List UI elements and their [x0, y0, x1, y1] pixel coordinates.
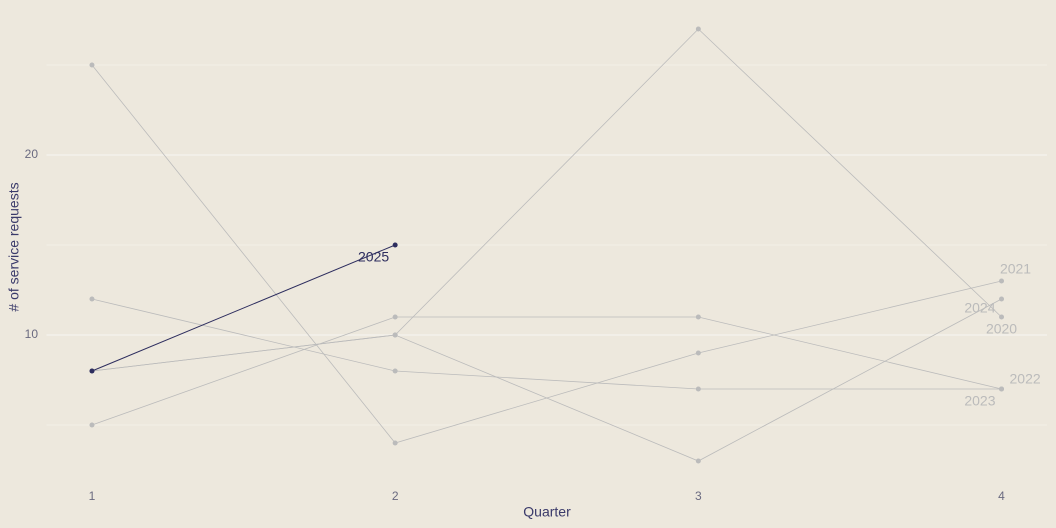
series-point — [999, 386, 1005, 392]
series-end-label: 2023 — [964, 393, 995, 409]
series-end-label: 2020 — [986, 321, 1017, 337]
y-axis-title: # of service requests — [6, 182, 22, 311]
series-end-label: 2025 — [358, 249, 389, 265]
x-tick-label: 3 — [695, 489, 702, 503]
series-point — [695, 314, 701, 320]
series-end-label: 2024 — [964, 300, 995, 316]
series-point — [392, 440, 398, 446]
series-point — [695, 386, 701, 392]
x-tick-label: 4 — [998, 489, 1005, 503]
x-axis-title: Quarter — [523, 504, 571, 520]
x-tick-label: 1 — [89, 489, 96, 503]
series-point — [392, 368, 398, 374]
series-line — [91, 28, 1002, 372]
y-tick-label: 10 — [25, 327, 39, 341]
series-point — [392, 242, 398, 248]
series-end-label: 2021 — [1000, 261, 1031, 277]
series-point — [89, 296, 95, 302]
series-point — [392, 314, 398, 320]
series-point — [695, 26, 701, 32]
series-point — [89, 62, 95, 68]
series-line — [91, 244, 396, 372]
series-line — [91, 316, 1002, 426]
series-line — [91, 298, 1002, 390]
series-line — [91, 64, 1002, 444]
series-point — [89, 368, 95, 374]
series-point — [695, 458, 701, 464]
series-end-label: 2022 — [1010, 371, 1041, 387]
y-tick-label: 20 — [25, 147, 39, 161]
series-point — [999, 278, 1005, 284]
series-point — [695, 350, 701, 356]
series-point — [392, 332, 398, 338]
series-point — [999, 296, 1005, 302]
series-point — [89, 422, 95, 428]
series-point — [999, 314, 1005, 320]
x-tick-label: 2 — [392, 489, 399, 503]
